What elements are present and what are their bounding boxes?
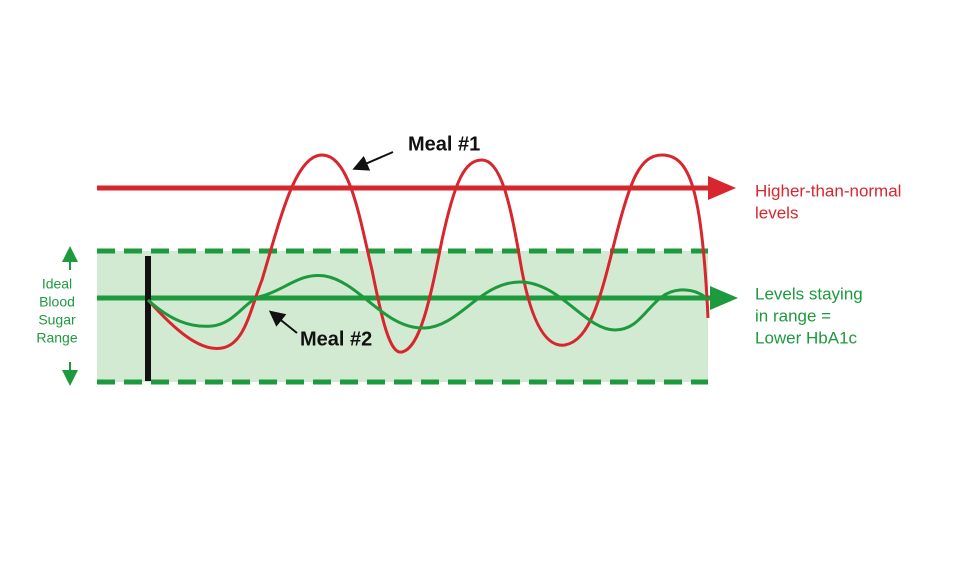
ideal-label: Range — [36, 330, 77, 346]
high-label: Higher-than-normal — [755, 181, 901, 200]
range-arrowhead — [710, 286, 738, 310]
range-band — [97, 251, 708, 382]
ideal-label: Blood — [39, 294, 75, 310]
high-curve — [146, 153, 710, 354]
range-label: in range = — [755, 306, 831, 325]
high-label: levels — [755, 203, 798, 222]
range-label: Lower HbA1c — [755, 328, 858, 347]
ideal-label: Sugar — [38, 312, 76, 328]
range-label: Levels staying — [755, 284, 863, 303]
ideal-label: Ideal — [42, 276, 72, 292]
range-curve — [146, 273, 710, 332]
meal2-label: Meal #2 — [300, 328, 372, 350]
meal1-label: Meal #1 — [408, 133, 480, 155]
meal1-arrow — [352, 151, 394, 171]
high-arrowhead — [708, 176, 736, 200]
meal2-arrow — [268, 310, 298, 334]
